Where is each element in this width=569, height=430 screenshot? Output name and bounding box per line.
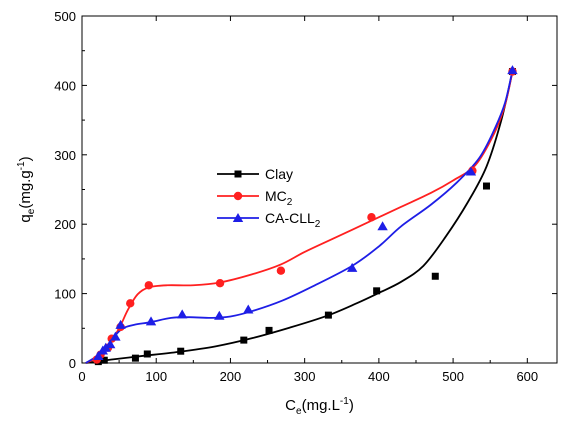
legend-label: Clay <box>265 166 293 182</box>
legend-label: CA-CLL2 <box>265 210 321 230</box>
series-2-point <box>110 331 121 341</box>
series-2-point <box>346 262 358 272</box>
series-0-point <box>177 347 185 355</box>
y-tick-label: 100 <box>54 287 76 302</box>
series-2-point <box>377 221 388 231</box>
y-tick-label: 300 <box>54 148 76 163</box>
x-axis-label: Ce(mg.L-1) <box>285 396 354 417</box>
series-0-point <box>324 311 332 319</box>
series-2-point <box>243 304 254 314</box>
x-tick-label: 500 <box>442 369 464 384</box>
series-2-point <box>93 351 104 361</box>
x-tick-label: 0 <box>78 369 85 384</box>
legend-label: MC2 <box>265 188 293 208</box>
series-markers <box>92 65 518 366</box>
x-tick-label: 300 <box>294 369 316 384</box>
y-axis-label: qe(mg.g-1) <box>16 156 37 222</box>
series-0-point <box>143 350 151 358</box>
series-0-point <box>373 287 381 295</box>
axes <box>81 15 558 364</box>
series-1-point <box>126 299 135 308</box>
series-0-curve <box>85 71 514 364</box>
series-1-point <box>367 213 376 222</box>
y-tick-label: 400 <box>54 78 76 93</box>
series-0-point <box>265 326 273 334</box>
series-1-point <box>276 266 286 275</box>
series-2-point <box>176 309 188 319</box>
x-tick-label: 600 <box>516 369 538 384</box>
series-2-point <box>115 319 126 329</box>
legend-marker <box>232 213 244 222</box>
series-2-point <box>145 316 157 326</box>
y-tick-label: 500 <box>54 9 76 24</box>
legend-marker <box>234 170 242 178</box>
series-0-point <box>482 182 490 190</box>
series-0-point <box>240 336 248 344</box>
series-2-point <box>465 166 477 176</box>
series-1-point <box>144 281 153 290</box>
series-2-point <box>507 65 518 75</box>
x-tick-label: 200 <box>220 369 242 384</box>
x-tick-label: 400 <box>368 369 390 384</box>
tick-labels: 0 100 200 300 400 500 600 0 100 200 300 400 500 <box>54 9 538 384</box>
x-tick-label: 100 <box>145 369 167 384</box>
series-0-point <box>131 354 139 362</box>
series-0-point <box>431 272 439 280</box>
y-tick-label: 200 <box>54 217 76 232</box>
y-tick-label: 0 <box>69 356 76 371</box>
series-0-point <box>100 356 108 364</box>
series-2-point <box>214 310 225 320</box>
series-1-point <box>215 278 225 288</box>
legend-marker <box>233 191 243 201</box>
series-2-point <box>105 339 116 349</box>
